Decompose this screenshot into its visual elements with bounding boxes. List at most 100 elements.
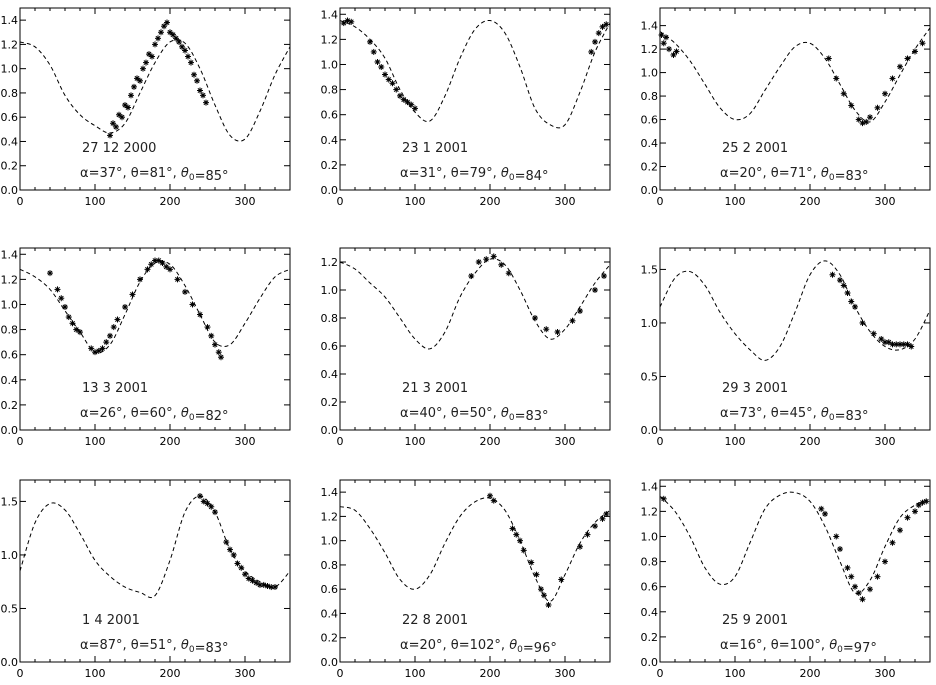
obs-stroke	[867, 586, 873, 592]
model-curve	[19, 260, 291, 354]
obs-stroke	[878, 336, 884, 342]
obs-stroke	[100, 345, 105, 351]
obs-stroke	[88, 345, 94, 351]
obs-stroke	[197, 312, 203, 317]
observation-point	[844, 564, 851, 571]
y-tick-label: 0.2	[321, 159, 339, 172]
x-tick-label: 100	[405, 435, 426, 448]
panel-4: 0 100 200 300 0.0 0.2 0.4 0.6 0.8 1.0 1.2 1.4 13 3 2…	[1, 247, 291, 448]
y-tick-label: 0.2	[641, 161, 659, 174]
obs-stroke	[541, 592, 547, 598]
date-label: 22 8 2001	[402, 613, 468, 628]
x-tick-label: 200	[480, 667, 501, 680]
obs-stroke	[107, 333, 113, 339]
obs-stroke	[155, 35, 161, 41]
obs-stroke	[145, 266, 150, 272]
x-tick-label: 100	[405, 667, 426, 680]
observation-point	[663, 34, 669, 41]
obs-stroke	[390, 80, 395, 86]
obs-stroke	[257, 582, 263, 588]
observation-point	[125, 104, 131, 111]
observation-point	[595, 30, 602, 37]
observation-point	[158, 29, 164, 36]
obs-stroke	[659, 32, 664, 38]
y-tick-label: 1.0	[1, 549, 19, 562]
x-tick-label: 0	[17, 667, 24, 680]
observation-point	[245, 575, 252, 582]
obs-stroke	[893, 341, 899, 347]
obs-stroke	[96, 348, 102, 354]
obs-stroke	[920, 40, 925, 46]
obs-stroke	[137, 276, 143, 282]
panel-1: 0 100 200 300 0.0 0.2 0.4 0.6 0.8 1.0 1.2 1.4 27 12 …	[1, 7, 291, 208]
obs-stroke	[905, 56, 910, 61]
observation-point	[904, 341, 911, 348]
observation-point	[212, 341, 218, 348]
obs-stroke	[235, 561, 240, 566]
observation-point	[577, 543, 583, 550]
observation-point	[404, 99, 411, 106]
obs-stroke	[506, 270, 512, 276]
observation-point	[897, 63, 903, 70]
obs-stroke	[882, 339, 888, 345]
y-tick-label: 1.0	[321, 535, 339, 548]
observation-point	[208, 332, 215, 339]
y-tick-label: 0.0	[321, 656, 339, 669]
y-tick-label: 1.2	[321, 510, 339, 523]
observation-point	[874, 104, 881, 111]
params-label: α=20°, θ=102°, θ0=96°	[400, 638, 557, 656]
obs-stroke	[588, 49, 594, 55]
obs-stroke	[592, 523, 598, 529]
y-tick-label: 0.4	[1, 374, 19, 387]
y-tick-label: 0.8	[1, 324, 19, 337]
obs-stroke	[845, 290, 850, 296]
obs-stroke	[905, 341, 910, 347]
observation-point	[912, 508, 918, 515]
x-tick-label: 0	[657, 195, 664, 208]
panel-9: 0 100 200 300 0.0 0.2 0.4 0.6 0.8 1.0 1.2 1.4 25 9 2…	[641, 479, 931, 680]
obs-stroke	[867, 114, 873, 120]
x-tick-label: 0	[337, 667, 344, 680]
observation-point	[137, 276, 143, 283]
x-tick-label: 300	[235, 667, 256, 680]
observation-point	[389, 80, 396, 87]
observation-point	[558, 576, 565, 583]
obs-stroke	[261, 582, 267, 588]
obs-stroke	[158, 29, 164, 35]
observation-point	[893, 341, 900, 348]
observation-point	[77, 329, 83, 336]
observation-point	[47, 270, 53, 277]
obs-stroke	[412, 105, 418, 111]
observation-point	[882, 558, 888, 565]
observation-point	[200, 92, 206, 99]
obs-stroke	[194, 78, 200, 84]
observation-point	[889, 539, 896, 546]
observation-point	[189, 301, 196, 308]
obs-stroke	[491, 498, 497, 504]
observation-point	[912, 48, 918, 55]
observation-point	[230, 551, 237, 558]
observation-point	[468, 273, 475, 279]
obs-stroke	[140, 66, 146, 72]
observation-point	[54, 286, 61, 293]
y-tick-label: 0.2	[1, 160, 19, 173]
observation-point	[490, 253, 497, 260]
obs-stroke	[897, 64, 903, 70]
obs-stroke	[113, 124, 119, 130]
y-tick-label: 0.6	[641, 581, 659, 594]
params-label: α=73°, θ=45°, θ0=83°	[720, 406, 869, 424]
obs-stroke	[912, 508, 918, 514]
observation-point	[829, 271, 836, 278]
obs-stroke	[111, 324, 117, 330]
date-label: 1 4 2001	[82, 613, 140, 628]
obs-stroke	[570, 318, 575, 324]
obs-stroke	[476, 259, 482, 265]
obs-stroke	[223, 539, 229, 545]
observation-point	[919, 40, 926, 47]
obs-stroke	[167, 266, 173, 272]
obs-stroke	[528, 560, 534, 565]
obs-stroke	[170, 32, 176, 38]
obs-stroke	[47, 270, 53, 276]
obs-stroke	[107, 132, 113, 138]
